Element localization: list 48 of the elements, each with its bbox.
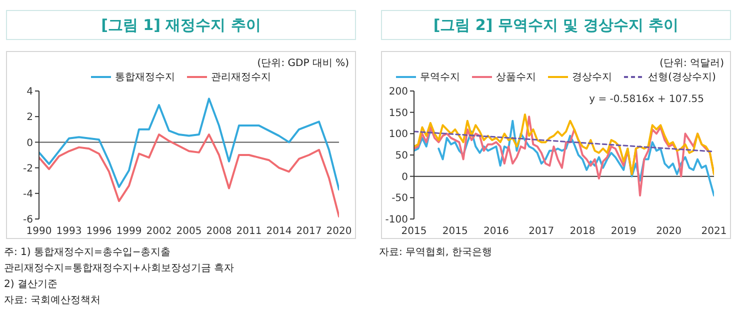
y-tick-label: -100: [385, 214, 408, 226]
y-tick-label: 150: [388, 108, 408, 119]
text: (단위: GDP 대비 %): [256, 57, 350, 69]
y-tick-label: -6: [23, 214, 33, 226]
x-tick-label: 2018: [570, 226, 596, 238]
x-tick-label: 2017: [528, 226, 554, 238]
x-tick-label: 2020: [326, 226, 352, 238]
legend-label: 경상수지: [572, 71, 612, 84]
y-tick-label: 50: [395, 150, 408, 162]
y-tick-label: 0: [26, 138, 33, 149]
legend-label: 무역수지: [420, 71, 460, 84]
y-tick-label: -4: [23, 188, 33, 200]
x-tick-label: 2002: [146, 226, 172, 238]
legend-label: 통합재정수지: [115, 71, 175, 84]
legend-label: 관리재정수지: [211, 71, 271, 84]
y-tick-label: 2: [26, 112, 33, 124]
chart-title: [그림 2] 무역수지 및 경상수지 추이: [381, 10, 731, 40]
legend-label: 선형(경상수지): [648, 71, 716, 84]
x-tick-label: 2019: [610, 226, 636, 238]
text: 주: 1) 통합재정수지=총수입−총지출: [4, 246, 172, 260]
x-tick-label: 2011: [236, 226, 262, 238]
text: 자료: 국회예산정책처: [4, 294, 102, 308]
x-tick-label: 1990: [26, 226, 52, 238]
y-tick-label: 4: [26, 86, 33, 98]
text: (단위: 억달러): [658, 57, 725, 69]
x-tick-label: 2017: [296, 226, 322, 238]
x-tick-label: 2021: [701, 226, 727, 238]
x-tick-label: 2008: [206, 226, 232, 238]
y-tick-label: -50: [392, 193, 408, 204]
chart-title: [그림 1] 재정수지 추이: [6, 10, 356, 40]
x-tick-label: 2016: [483, 226, 509, 238]
x-tick-label: 2020: [656, 226, 682, 238]
x-tick-label: 1999: [116, 226, 142, 238]
x-tick-label: 2014: [266, 226, 292, 238]
text: 2) 결산기준: [4, 278, 58, 292]
y-tick-label: 0: [402, 172, 408, 183]
y-tick-label: 200: [388, 86, 408, 98]
x-tick-label: 1993: [56, 226, 82, 238]
text: 관리재정수지=통합재정수지+사회보장성기금 흑자: [4, 262, 235, 276]
annotation: y = -0.5816x + 107.55: [589, 94, 704, 105]
legend-label: 상품수지: [496, 71, 536, 84]
y-tick-label: -2: [23, 163, 33, 174]
x-tick-label: 2015: [401, 226, 427, 238]
x-tick-label: 1996: [86, 226, 112, 238]
x-tick-label: 2015: [442, 226, 468, 238]
text: 자료: 무역협회, 한국은행: [379, 246, 493, 260]
y-tick-label: 100: [388, 129, 408, 140]
x-tick-label: 2005: [176, 226, 202, 238]
